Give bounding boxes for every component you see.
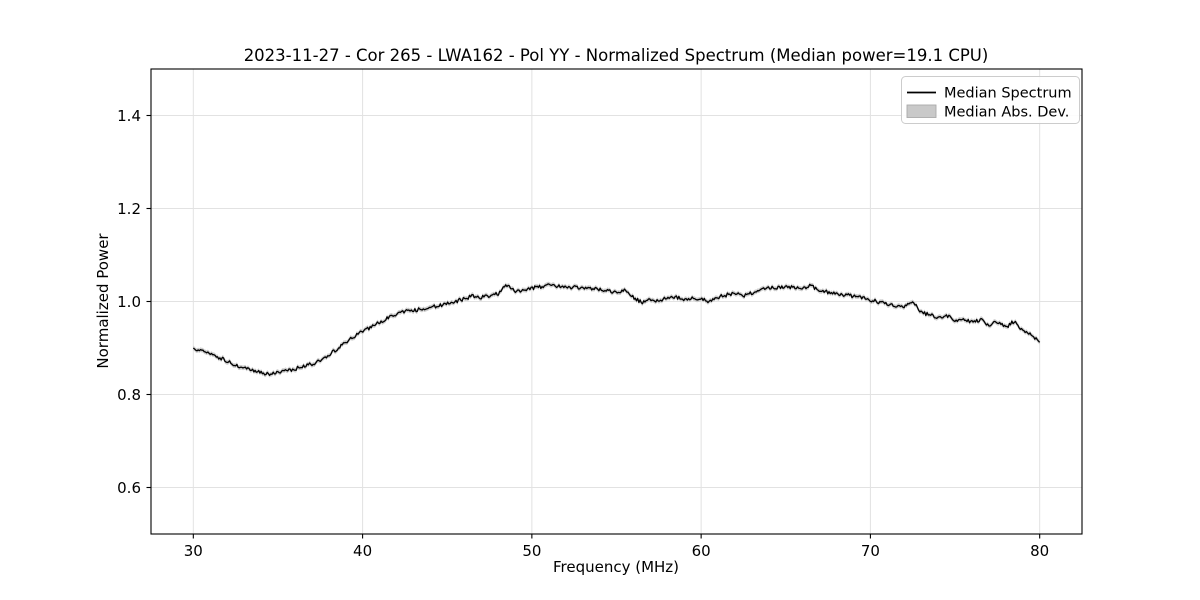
legend-patch-swatch [906, 104, 937, 118]
y-tick-label: 1.2 [117, 200, 141, 218]
x-tick-label: 80 [1030, 542, 1049, 560]
legend-label-median-abs-dev: Median Abs. Dev. [944, 105, 1069, 121]
x-tick-label: 50 [522, 542, 541, 560]
y-axis-label: Normalized Power [94, 233, 112, 369]
y-tick-label: 0.8 [117, 386, 141, 404]
grid-lines [151, 69, 1082, 534]
x-tick-label: 60 [692, 542, 711, 560]
median-abs-dev-band [193, 281, 1040, 378]
x-axis-label: Frequency (MHz) [553, 558, 679, 576]
legend-label-median-spectrum: Median Spectrum [944, 86, 1072, 102]
legend: Median Spectrum Median Abs. Dev. [901, 76, 1080, 124]
legend-box [901, 76, 1080, 124]
axis-ticks: 30 40 50 60 70 80 0.6 0.8 1.0 1.2 1.4 [117, 107, 1049, 560]
x-tick-label: 30 [184, 542, 203, 560]
y-tick-label: 1.4 [117, 107, 141, 125]
y-tick-label: 0.6 [117, 479, 141, 497]
chart-title: 2023-11-27 - Cor 265 - LWA162 - Pol YY -… [244, 46, 989, 65]
x-tick-label: 40 [353, 542, 372, 560]
x-tick-label: 70 [861, 542, 880, 560]
y-tick-label: 1.0 [117, 293, 141, 311]
median-spectrum-line [192, 283, 1041, 376]
